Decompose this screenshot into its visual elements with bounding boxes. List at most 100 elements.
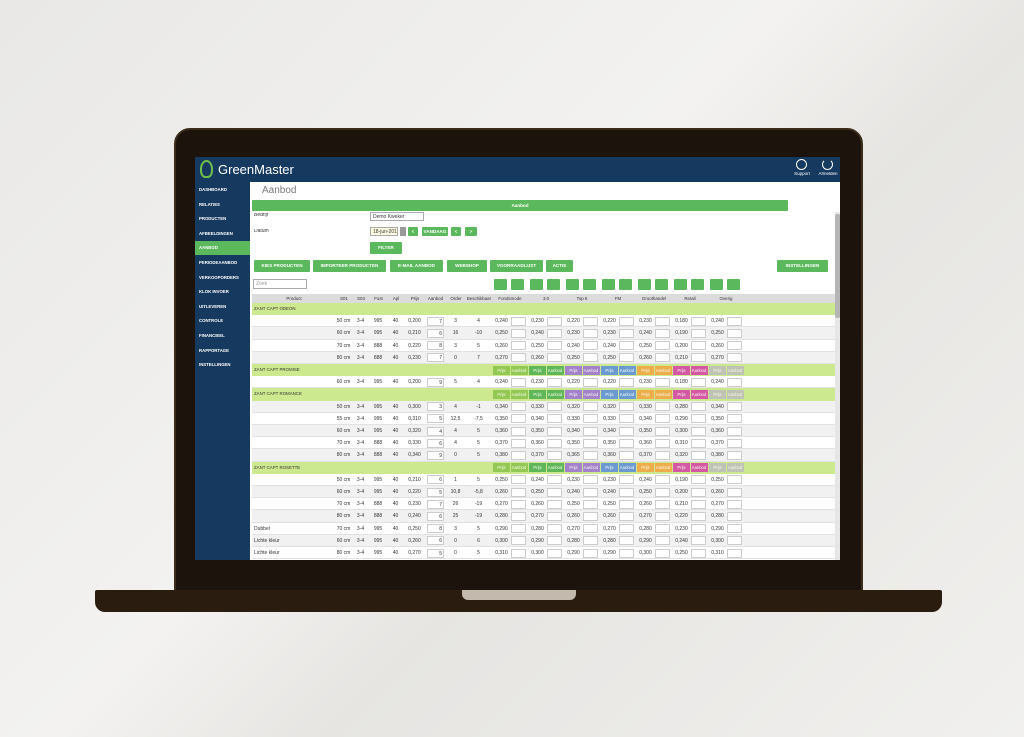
channel-stock-input[interactable] (655, 328, 670, 339)
channel-stock-input[interactable] (511, 328, 526, 339)
channel-stock-input[interactable] (619, 511, 634, 522)
calendar-button[interactable] (400, 227, 406, 236)
scrollbar-thumb[interactable] (835, 214, 840, 318)
channel-stock-input[interactable] (583, 414, 598, 424)
date-input[interactable]: 18-jun-2018 (370, 227, 398, 236)
sidebar-item[interactable]: INSTELLINGEN (199, 362, 231, 368)
channel-action[interactable] (511, 279, 524, 290)
channel-stock-input[interactable] (619, 414, 634, 424)
channel-stock-input[interactable] (511, 487, 526, 497)
channel-stock-input[interactable] (583, 548, 598, 558)
filter-button[interactable]: FILTER (370, 242, 402, 254)
channel-stock-input[interactable] (691, 511, 706, 522)
stock-input[interactable]: 5 (427, 487, 444, 497)
channel-stock-input[interactable] (727, 377, 742, 387)
channel-stock-input[interactable] (547, 426, 562, 436)
sidebar-item[interactable]: FINANCIEEL (199, 333, 225, 338)
settings-button[interactable]: INSTELLINGEN (777, 260, 828, 272)
stock-input[interactable]: 8 (427, 341, 444, 351)
channel-stock-input[interactable] (547, 414, 562, 424)
channel-stock-input[interactable] (655, 536, 670, 546)
select[interactable]: Demo Kweker (370, 212, 424, 221)
channel-stock-input[interactable] (547, 450, 562, 461)
channel-stock-input[interactable] (547, 487, 562, 497)
stock-input[interactable]: 5 (427, 414, 444, 424)
channel-stock-input[interactable] (547, 402, 562, 412)
channel-stock-input[interactable] (619, 548, 634, 558)
stock-input[interactable]: 3 (427, 402, 444, 412)
channel-stock-input[interactable] (583, 353, 598, 363)
channel-stock-input[interactable] (727, 548, 742, 558)
channel-stock-input[interactable] (727, 487, 742, 497)
channel-stock-input[interactable] (619, 536, 634, 546)
channel-stock-input[interactable] (655, 487, 670, 497)
sidebar-item[interactable]: AFBEELDINGEN (199, 230, 233, 236)
channel-stock-input[interactable] (691, 377, 706, 387)
channel-stock-input[interactable] (727, 450, 742, 461)
channel-action[interactable] (727, 279, 740, 290)
stock-input[interactable]: 5 (427, 548, 444, 558)
channel-action[interactable] (602, 279, 615, 290)
channel-stock-input[interactable] (583, 487, 598, 497)
date-button[interactable]: > (465, 227, 477, 236)
channel-stock-input[interactable] (727, 328, 742, 339)
channel-stock-input[interactable] (655, 414, 670, 424)
channel-stock-input[interactable] (619, 499, 634, 509)
stock-input[interactable]: 7 (427, 499, 444, 509)
sidebar-item[interactable]: UITLEVEREN (199, 303, 227, 309)
channel-stock-input[interactable] (691, 328, 706, 339)
channel-stock-input[interactable] (727, 402, 742, 412)
channel-stock-input[interactable] (583, 316, 598, 326)
channel-action[interactable] (547, 279, 560, 290)
stock-input[interactable]: 6 (427, 438, 444, 448)
channel-stock-input[interactable] (727, 414, 742, 424)
channel-stock-input[interactable] (619, 328, 634, 339)
sidebar-item[interactable]: CONTROLE (199, 318, 224, 324)
channel-stock-input[interactable] (511, 316, 526, 326)
channel-stock-input[interactable] (727, 341, 742, 351)
channel-stock-input[interactable] (583, 402, 598, 412)
channel-stock-input[interactable] (691, 426, 706, 436)
channel-stock-input[interactable] (691, 487, 706, 497)
channel-stock-input[interactable] (691, 316, 706, 326)
channel-stock-input[interactable] (583, 426, 598, 436)
channel-stock-input[interactable] (691, 499, 706, 509)
channel-action[interactable] (691, 279, 704, 290)
channel-stock-input[interactable] (511, 450, 526, 461)
channel-stock-input[interactable] (511, 353, 526, 363)
channel-stock-input[interactable] (583, 536, 598, 546)
channel-stock-input[interactable] (583, 377, 598, 387)
support-label[interactable]: Support (794, 172, 810, 176)
channel-stock-input[interactable] (547, 475, 562, 485)
channel-stock-input[interactable] (727, 475, 742, 485)
channel-stock-input[interactable] (691, 450, 706, 461)
channel-stock-input[interactable] (619, 402, 634, 412)
channel-stock-input[interactable] (727, 536, 742, 546)
date-button[interactable]: < (408, 227, 418, 236)
stock-input[interactable]: 7 (427, 353, 444, 363)
channel-stock-input[interactable] (547, 328, 562, 339)
channel-stock-input[interactable] (655, 548, 670, 558)
date-button[interactable]: VANDAAG (422, 227, 448, 236)
sidebar-item[interactable]: RELATIES (199, 201, 220, 207)
channel-stock-input[interactable] (547, 524, 562, 534)
channel-stock-input[interactable] (547, 377, 562, 387)
sidebar-item[interactable]: PERIODEAANBOD (199, 260, 238, 265)
channel-stock-input[interactable] (619, 353, 634, 363)
channel-stock-input[interactable] (547, 316, 562, 326)
channel-stock-input[interactable] (547, 511, 562, 522)
toolbar-button[interactable]: IMPORTEER PRODUCTEN (313, 260, 386, 272)
channel-stock-input[interactable] (655, 402, 670, 412)
channel-stock-input[interactable] (655, 316, 670, 326)
channel-stock-input[interactable] (655, 426, 670, 436)
channel-stock-input[interactable] (655, 450, 670, 461)
channel-action[interactable] (674, 279, 687, 290)
channel-stock-input[interactable] (511, 548, 526, 558)
sidebar-item[interactable]: DASHBOARD (199, 187, 227, 192)
channel-stock-input[interactable] (511, 511, 526, 522)
channel-stock-input[interactable] (655, 438, 670, 448)
toolbar-button[interactable]: VOORRAADLIJST (490, 260, 543, 272)
sidebar-item[interactable]: AANBOD (195, 241, 250, 256)
channel-stock-input[interactable] (547, 536, 562, 546)
channel-stock-input[interactable] (583, 328, 598, 339)
